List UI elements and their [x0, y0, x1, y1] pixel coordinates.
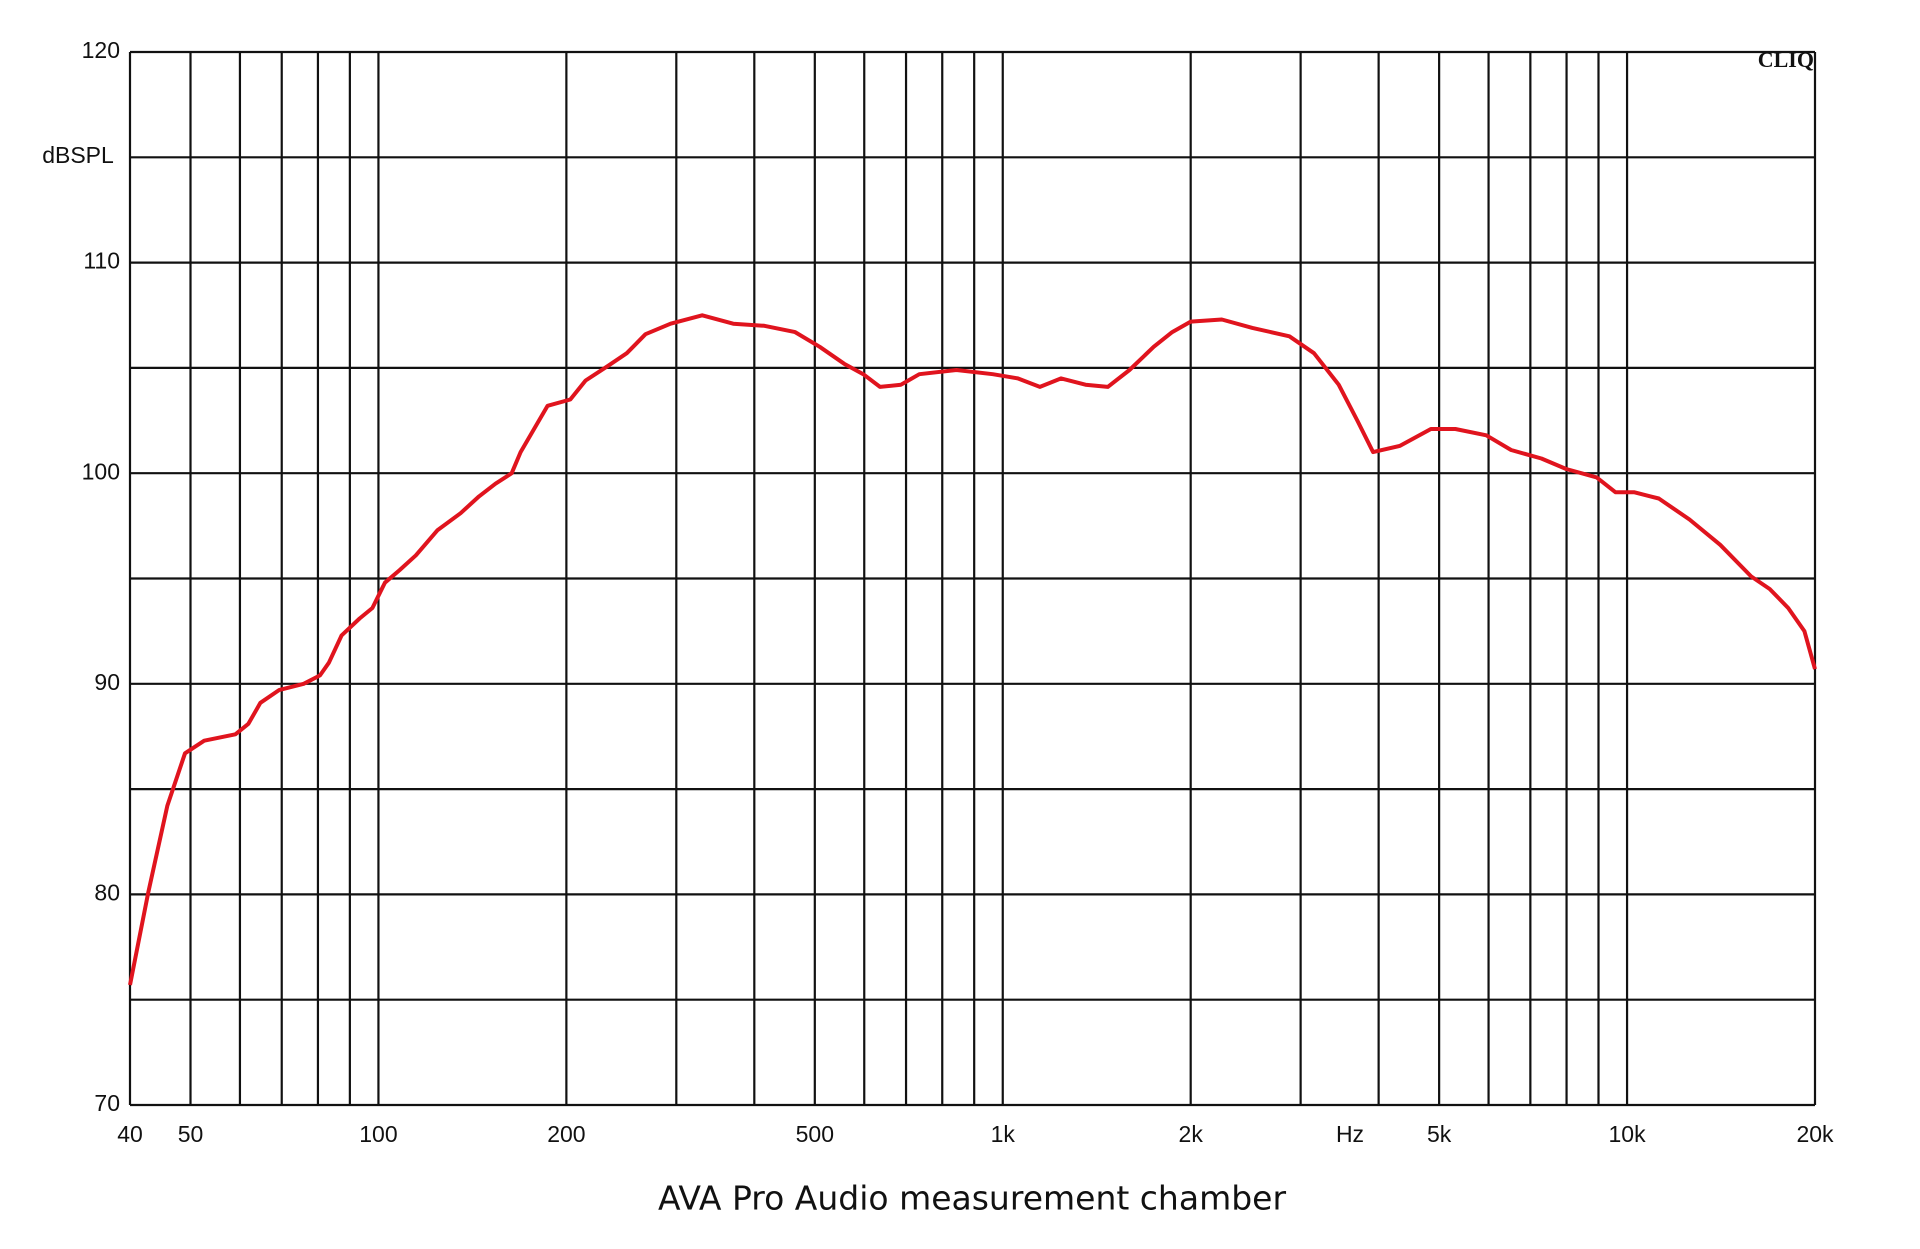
y-tick-label: 80: [94, 879, 120, 905]
x-tick-label: 1k: [991, 1121, 1016, 1147]
y-tick-label: 110: [83, 248, 120, 274]
x-tick-label: 500: [796, 1121, 834, 1147]
chart-title: AVA Pro Audio measurement chamber: [658, 1179, 1287, 1218]
x-tick-label: 100: [359, 1121, 397, 1147]
x-tick-label: 50: [178, 1121, 204, 1147]
y-tick-label: 100: [82, 458, 120, 484]
x-tick-label: 40: [117, 1121, 143, 1147]
x-tick-label: 5k: [1427, 1121, 1452, 1147]
y-axis-label: dBSPL: [42, 142, 114, 168]
annotation: CLIQ: [1758, 47, 1814, 72]
response-curve: [128, 313, 1817, 986]
y-tick-label: 70: [94, 1090, 120, 1116]
x-axis-label: Hz: [1336, 1121, 1364, 1147]
y-tick-label: 120: [82, 37, 120, 63]
x-tick-label: 200: [547, 1121, 585, 1147]
x-tick-label: 10k: [1609, 1121, 1647, 1147]
x-tick-label: 2k: [1179, 1121, 1204, 1147]
y-tick-label: 90: [94, 669, 120, 695]
x-tick-label: 20k: [1796, 1121, 1834, 1147]
